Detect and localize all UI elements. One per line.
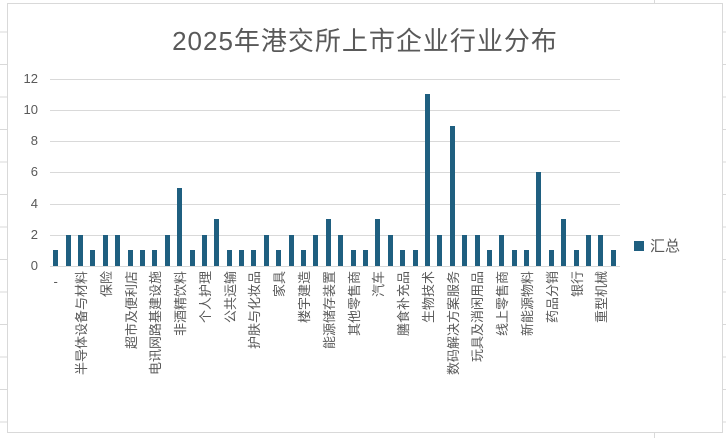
bar [239,250,245,266]
bar [375,219,381,266]
bar [387,234,393,266]
bar [127,250,133,266]
bar [437,234,443,266]
bar [610,250,616,266]
y-axis-tick-label: 10 [23,102,38,117]
bar [449,125,455,266]
bar [152,250,158,266]
x-axis-label: 银行 [569,271,585,298]
y-axis-tick-label: 6 [30,164,38,180]
spreadsheet-gridline-bottom [654,433,655,438]
bar [251,250,257,266]
bar [486,250,492,266]
bar [462,234,468,266]
bar [511,250,517,266]
bar [524,250,530,266]
y-axis-tick-label: 12 [23,70,38,86]
bar [102,234,108,266]
legend: 汇总 [634,235,680,256]
bar [164,234,170,266]
bar-chart: 2025年港交所上市企业行业分布 汇总 0 2 4 6 8 10 12 - 半导体设备与材料 保险… [7,3,723,433]
bar [214,219,220,266]
x-axis-label: 非酒精饮料 [173,271,189,337]
bar [474,234,480,266]
bar [301,250,307,266]
bar [561,219,567,266]
bar [313,234,319,266]
x-axis-label: 个人护理 [197,271,213,324]
y-axis-tick-label: 0 [30,258,38,273]
bar [573,250,579,266]
bar [325,219,331,266]
x-axis-label: 玩具及消闲用品 [470,271,486,363]
x-axis-label: 线上零售商 [495,271,511,337]
bar [77,234,83,266]
bar [338,234,344,266]
x-axis-label: 超市及便利店 [123,271,139,350]
bar [586,234,592,266]
spreadsheet-gridlines-right [723,0,726,438]
bar [90,250,96,266]
gridline [49,234,620,236]
x-axis-label: 能源储存装置 [321,271,337,350]
x-axis-label: 半导体设备与材料 [73,271,89,376]
x-axis-label: 汽车 [371,271,387,298]
spreadsheet-gridline-top [654,0,655,3]
x-axis-label: 公共运输 [222,271,238,324]
bar [288,234,294,266]
bar [201,234,207,266]
x-axis-label: 数码解决方案服务 [445,271,461,376]
x-axis-label: 其他零售商 [346,271,362,337]
spreadsheet-gridlines-left [0,0,7,438]
gridline [49,172,620,174]
x-axis-label: 药品分销 [544,271,560,324]
bar [65,234,71,266]
legend-label: 汇总 [650,238,681,255]
bar [276,250,282,266]
x-axis-label: 家具 [272,271,288,298]
bar [536,172,542,266]
gridline [49,203,620,205]
gridline [49,141,620,143]
x-axis-label: 楼宇建造 [297,271,313,324]
gridline [49,110,620,111]
bar [226,250,232,266]
bar [424,94,430,266]
x-axis-label: 护肤与化妆品 [247,271,263,350]
bar [350,250,356,266]
bar [400,250,406,266]
x-axis-label: 保险 [98,271,114,298]
bar [53,250,59,266]
x-axis-label: 新能源物料 [520,271,536,337]
x-axis-label: 电讯网路基建设施 [148,271,164,376]
bar [362,250,368,266]
bar [548,250,554,266]
bar [115,234,121,266]
gridline [49,78,620,80]
x-axis-label: 重型机械 [594,271,610,324]
bar [598,234,604,266]
x-axis-label: 膳食补充品 [396,271,412,337]
y-axis-tick-label: 8 [30,133,38,149]
bar [189,250,195,266]
bar [499,234,505,266]
y-axis-tick-label: 4 [30,195,38,211]
bar [177,188,183,266]
gridline [49,266,620,267]
chart-title: 2025年港交所上市企业行业分布 [172,26,558,56]
x-axis-label: - [53,274,58,289]
bar [139,250,145,266]
bar [412,250,418,266]
x-axis-label: 生物技术 [420,271,436,324]
bar [263,234,269,266]
y-axis-tick-label: 2 [30,226,38,242]
legend-square-icon [634,240,644,251]
